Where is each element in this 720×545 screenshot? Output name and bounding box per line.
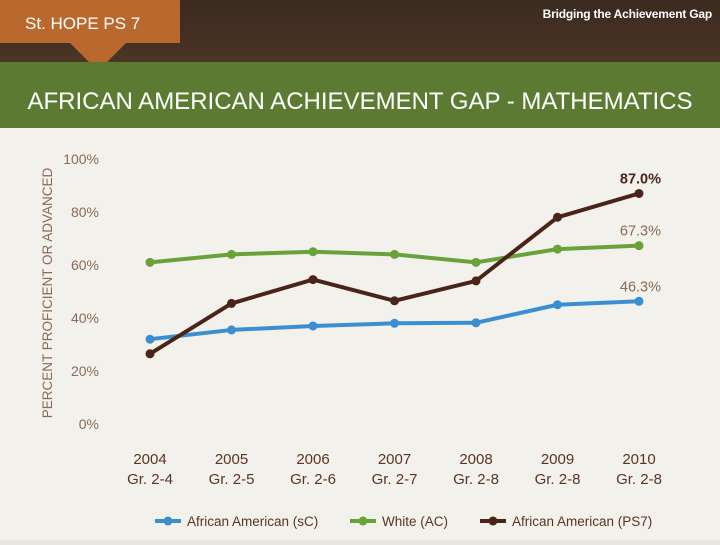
- data-point: [553, 300, 562, 310]
- y-axis-label: PERCENT PROFICIENT OR ADVANCED: [40, 167, 55, 418]
- legend-label: African American (PS7): [512, 514, 652, 529]
- data-point: [471, 318, 481, 328]
- x-tick-labels: 2004 Gr. 2-4 2005 Gr. 2-5 2006 Gr. 2-6 2007 Gr.…: [127, 451, 662, 488]
- school-name: St. HOPE PS 7: [25, 14, 141, 33]
- y-tick-label: 40%: [71, 310, 99, 326]
- line-chart: PERCENT PROFICIENT OR ADVANCED 0% 20% 40% 6…: [40, 151, 662, 529]
- y-tick-labels: 0% 20% 40% 60% 80% 100%: [63, 151, 99, 432]
- x-tick-sublabel: Gr. 2-4: [127, 471, 173, 488]
- data-label: 46.3%: [620, 279, 661, 295]
- data-point: [553, 212, 562, 222]
- chart-area: PERCENT PROFICIENT OR ADVANCED 0% 20% 40% 6…: [0, 128, 720, 540]
- data-point: [390, 296, 399, 306]
- data-point: [227, 298, 236, 308]
- legend-swatch-marker: [358, 516, 368, 526]
- x-tick-sublabel: Gr. 2-8: [535, 471, 581, 488]
- x-tick-sublabel: Gr. 2-8: [453, 471, 499, 488]
- x-tick-label: 2004: [133, 451, 166, 468]
- data-point: [145, 349, 155, 359]
- x-tick-sublabel: Gr. 2-7: [372, 471, 418, 488]
- x-tick-label: 2006: [296, 451, 329, 468]
- x-tick-sublabel: Gr. 2-8: [616, 471, 662, 488]
- x-tick-sublabel: Gr. 2-5: [209, 471, 255, 488]
- y-tick-label: 100%: [63, 151, 99, 167]
- data-point: [227, 249, 236, 259]
- data-label: 67.3%: [620, 224, 661, 240]
- y-axis-label-group: PERCENT PROFICIENT OR ADVANCED: [40, 167, 55, 418]
- data-point: [471, 276, 481, 286]
- data-point: [145, 334, 155, 344]
- data-point: [227, 325, 236, 335]
- legend-swatch-marker: [488, 516, 498, 526]
- data-point: [553, 244, 562, 254]
- legend: African American (sC) White (AC) African A…: [155, 514, 652, 529]
- page-title: AFRICAN AMERICAN ACHIEVEMENT GAP - MATHE…: [27, 88, 693, 115]
- title-bar: AFRICAN AMERICAN ACHIEVEMENT GAP - MATHE…: [0, 62, 720, 128]
- data-point: [145, 257, 155, 267]
- data-point: [634, 296, 644, 306]
- x-tick-label: 2010: [622, 451, 655, 468]
- data-labels: 87.0% 67.3% 46.3%: [620, 171, 661, 295]
- data-point: [634, 241, 644, 251]
- x-tick-label: 2009: [541, 451, 574, 468]
- x-tick-label: 2005: [215, 451, 248, 468]
- brand-text-part2: Achievement Gap: [613, 7, 713, 21]
- series-lines: [148, 191, 641, 356]
- school-tab: [0, 0, 180, 43]
- y-tick-label: 80%: [71, 204, 99, 220]
- x-tick-sublabel: Gr. 2-6: [290, 471, 336, 488]
- data-point: [390, 318, 399, 328]
- data-point: [308, 321, 318, 331]
- series-points: [145, 188, 644, 359]
- legend-swatch-marker: [163, 516, 173, 526]
- y-tick-label: 60%: [71, 257, 99, 273]
- data-point: [471, 257, 481, 267]
- data-point: [308, 275, 318, 285]
- data-point: [634, 188, 644, 198]
- y-tick-label: 0%: [79, 416, 99, 432]
- legend-label: White (AC): [382, 514, 448, 529]
- data-point: [390, 249, 399, 259]
- x-tick-label: 2008: [459, 451, 492, 468]
- data-label: 87.0%: [620, 171, 661, 187]
- data-point: [308, 247, 318, 257]
- x-tick-label: 2007: [378, 451, 411, 468]
- brand-logo: Bridging the Achievement Gap: [542, 7, 713, 21]
- brand-text-part1: Bridging the: [542, 7, 614, 21]
- legend-label: African American (sC): [187, 514, 318, 529]
- y-tick-label: 20%: [71, 363, 99, 379]
